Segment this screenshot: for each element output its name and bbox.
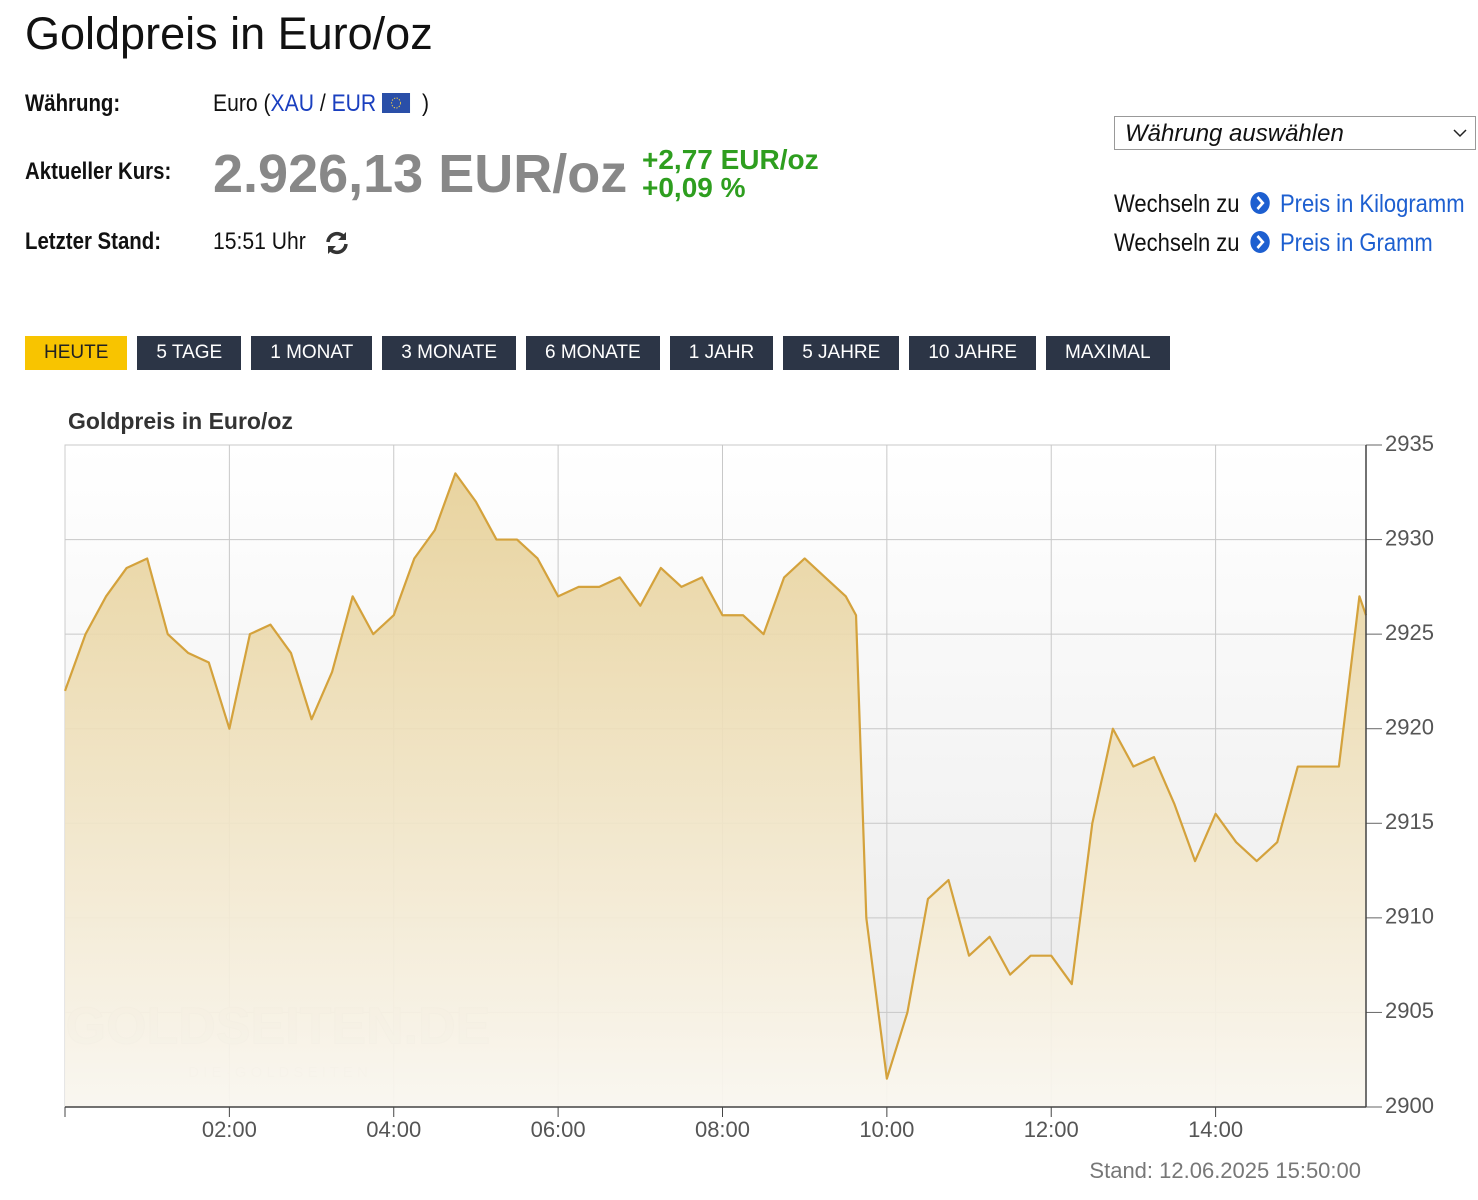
- currency-label: Währung:: [25, 90, 121, 117]
- currency-line: Euro (XAU / EUR ): [213, 90, 429, 118]
- y-tick-label: 2915: [1385, 809, 1434, 834]
- tab[interactable]: 5 JAHRE: [783, 336, 900, 370]
- link-prefix: Wechseln zu: [1114, 229, 1240, 257]
- y-tick-label: 2905: [1385, 998, 1434, 1023]
- tab-bar: HEUTE 5 TAGE 1 MONAT 3 MONATE 6 MONATE 1 JAHR…: [25, 336, 1170, 370]
- paren: (: [263, 90, 271, 117]
- tab[interactable]: 1 MONAT: [251, 336, 373, 370]
- footer: Stand: 12.06.2025 15:50:00: [1089, 1158, 1361, 1183]
- tab[interactable]: 10 JAHRE: [909, 336, 1037, 370]
- area: [65, 473, 1366, 1107]
- paren: ): [421, 90, 429, 117]
- tab[interactable]: 1 JAHR: [669, 336, 774, 370]
- y-tick-label: 2925: [1385, 620, 1434, 645]
- link-icon: [1250, 231, 1270, 253]
- time-label: Letzter Stand:: [25, 228, 162, 255]
- x-tick-label: 06:00: [531, 1117, 586, 1142]
- eu-flag: [382, 93, 411, 113]
- tab[interactable]: 3 MONATE: [382, 336, 516, 370]
- y-tick-label: 2910: [1385, 904, 1434, 929]
- link[interactable]: Preis in Gramm: [1279, 229, 1433, 257]
- link-prefix: Wechseln zu: [1114, 190, 1240, 218]
- time: 15:51 Uhr: [213, 228, 306, 255]
- rate-label: Aktueller Kurs:: [25, 158, 172, 185]
- y-tick-label: 2920: [1385, 715, 1434, 740]
- link-row: Wechseln zu Preis in Kilogramm: [1114, 190, 1465, 219]
- link[interactable]: Preis in Kilogramm: [1279, 190, 1465, 218]
- x-tick-label: 08:00: [695, 1117, 750, 1142]
- change-pct: +0,09 %: [642, 172, 746, 203]
- xau-link[interactable]: XAU: [270, 90, 314, 117]
- link-icon: [1250, 192, 1270, 214]
- x-tick-label: 04:00: [366, 1117, 421, 1142]
- tab[interactable]: 5 TAGE: [137, 336, 242, 370]
- x-tick-label: 12:00: [1024, 1117, 1079, 1142]
- page-title: Goldpreis in Euro/oz: [25, 8, 433, 59]
- link-row: Wechseln zu Preis in Gramm: [1114, 229, 1433, 258]
- line: [63, 472, 1368, 1080]
- x-tick-label: 02:00: [202, 1117, 257, 1142]
- x-tick-label: 14:00: [1188, 1117, 1243, 1142]
- y-tick-label: 2900: [1385, 1093, 1434, 1118]
- select-text: Währung auswählen: [1125, 120, 1344, 147]
- x-tick-label: 10:00: [859, 1117, 914, 1142]
- chart-title: Goldpreis in Euro/oz: [68, 408, 293, 434]
- tab[interactable]: 6 MONATE: [526, 336, 660, 370]
- currency: Euro: [213, 90, 258, 117]
- change-abs: +2,77 EUR/oz: [642, 144, 819, 175]
- chart: Goldpreis in Euro/oz 2900 2905 2910 2915 2920…: [63, 408, 1434, 1183]
- tab[interactable]: HEUTE: [25, 336, 128, 370]
- y-tick-label: 2930: [1385, 525, 1434, 550]
- select-arrow: [1453, 129, 1467, 138]
- tab[interactable]: MAXIMAL: [1046, 336, 1170, 370]
- currency-select[interactable]: Währung auswählen: [1114, 116, 1476, 150]
- y-tick-label: 2935: [1385, 431, 1434, 456]
- slash: /: [319, 90, 326, 117]
- rate: 2.926,13 EUR/oz: [213, 144, 628, 204]
- refresh-icon[interactable]: [324, 230, 350, 256]
- eur-link[interactable]: EUR: [331, 90, 377, 117]
